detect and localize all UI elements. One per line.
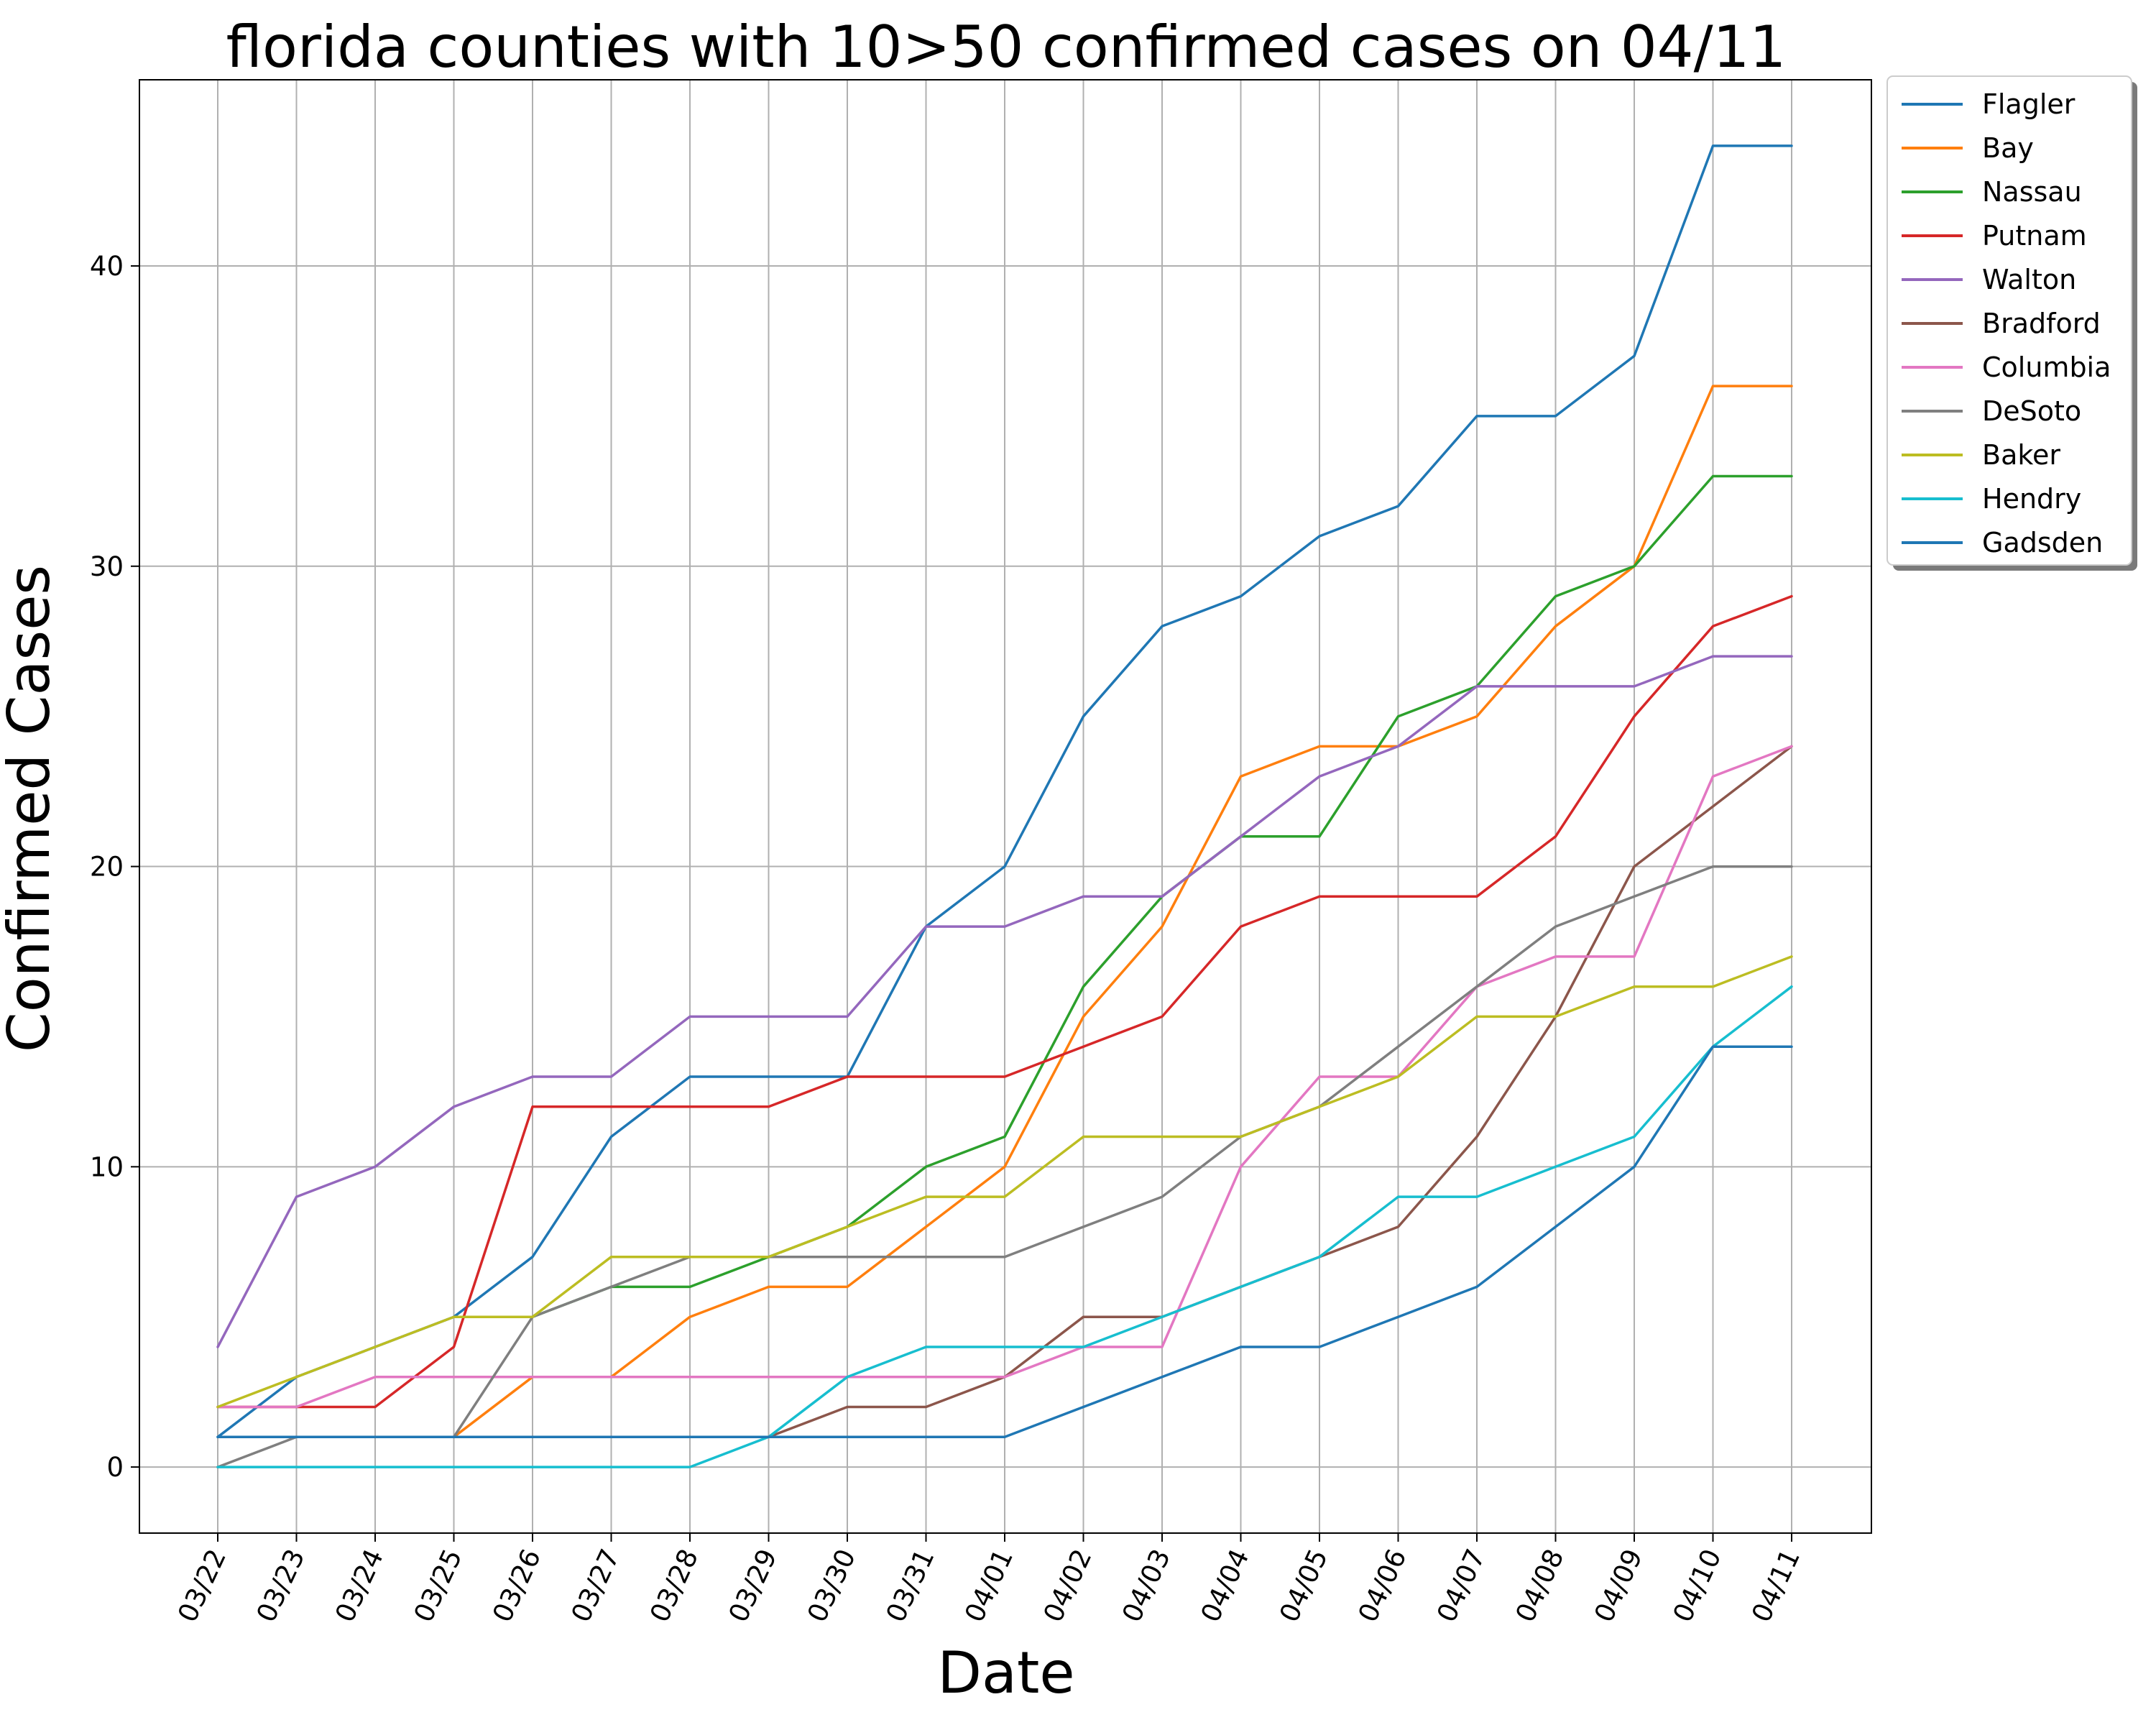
legend-label: Columbia (1982, 351, 2111, 383)
legend-label: Putnam (1982, 220, 2087, 252)
y-axis-ticks: 0 10 20 30 40 (90, 251, 139, 1483)
legend-items: Flagler Bay Nassau Putnam Walton Bradford Colu… (1902, 88, 2111, 558)
legend-label: Bay (1982, 132, 2034, 164)
series-line-putnam (216, 594, 1793, 1409)
y-tick-label: 30 (90, 551, 124, 582)
x-axis-title: Date (937, 1639, 1074, 1706)
legend-label: Walton (1982, 264, 2076, 295)
series-line-desoto (216, 865, 1793, 1468)
chart-title: florida counties with 10>50 confirmed ca… (226, 14, 1787, 80)
legend-label: Nassau (1982, 176, 2082, 208)
series-line-walton (216, 655, 1793, 1348)
legend-label: Flagler (1982, 88, 2076, 120)
series-line-gadsden (216, 1045, 1793, 1439)
series-line-baker (216, 955, 1793, 1409)
series-line-columbia (216, 745, 1793, 1409)
legend-label: Hendry (1982, 483, 2081, 515)
legend-label: Gadsden (1982, 527, 2103, 558)
series-line-hendry (216, 985, 1793, 1468)
y-tick-label: 0 (106, 1452, 124, 1483)
legend: Flagler Bay Nassau Putnam Walton Bradford Colu… (1886, 75, 2137, 571)
legend-label: Bradford (1982, 308, 2101, 339)
y-axis-title: Confirmed Cases (0, 565, 63, 1052)
legend-label: DeSoto (1982, 395, 2081, 427)
series-line-bay (452, 385, 1793, 1439)
y-tick-label: 10 (90, 1151, 124, 1182)
y-tick-label: 40 (90, 251, 124, 282)
series-line-flagler (216, 144, 1793, 1439)
series-lines (216, 144, 1793, 1468)
legend-label: Baker (1982, 439, 2060, 471)
legend-box (1886, 75, 2132, 566)
y-tick-label: 20 (90, 852, 124, 883)
grid (139, 80, 1871, 1533)
